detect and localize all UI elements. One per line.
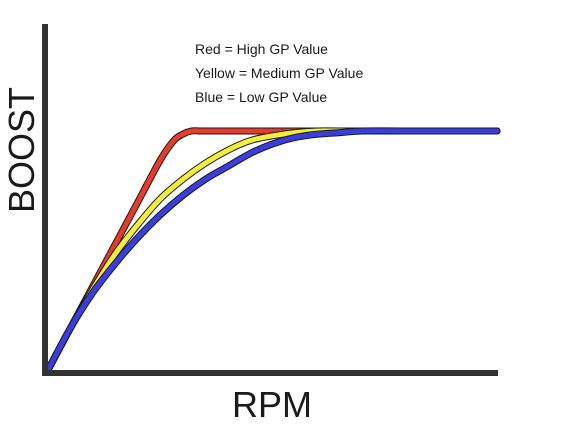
series-line-yellow — [45, 128, 500, 373]
series-layer — [44, 127, 501, 374]
y-axis-label: BOOST — [1, 87, 42, 213]
legend-line-red: Red = High GP Value — [195, 41, 328, 57]
legend-line-blue: Blue = Low GP Value — [195, 89, 327, 105]
legend-line-yellow: Yellow = Medium GP Value — [195, 65, 363, 81]
x-axis-label: RPM — [232, 384, 312, 425]
series-line-blue — [45, 128, 500, 373]
